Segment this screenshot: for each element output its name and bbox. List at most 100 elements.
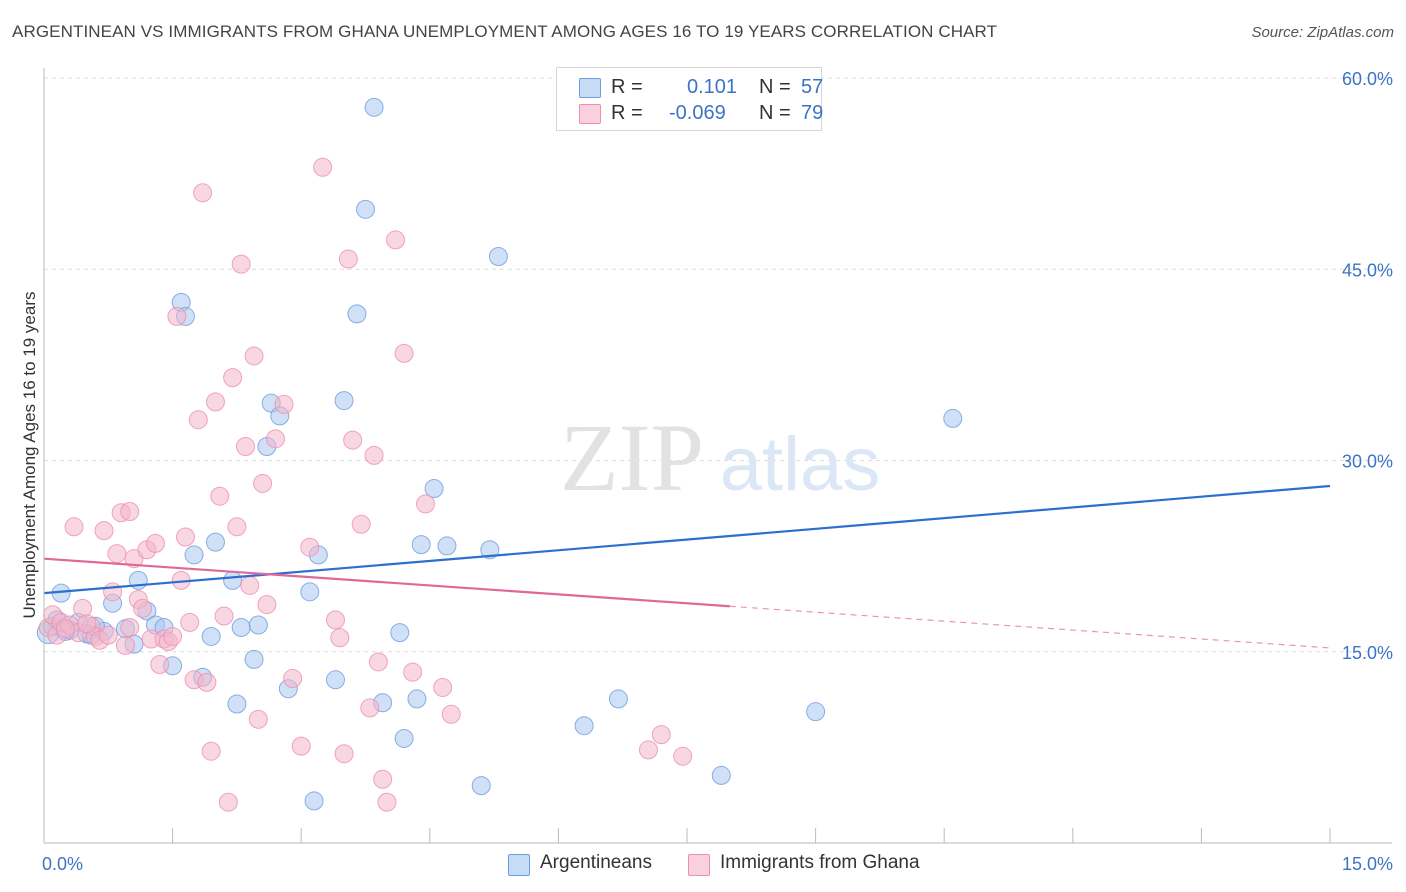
ghana-point <box>231 254 251 274</box>
ghana-point <box>673 746 693 766</box>
ghana-point <box>107 544 127 564</box>
axes-layer <box>43 68 1392 844</box>
ghana-point <box>205 392 225 412</box>
argentinean-point <box>364 97 384 117</box>
ghana-point <box>180 612 200 632</box>
legend-r-value: -0.069 <box>669 102 726 124</box>
ghana-point <box>360 698 380 718</box>
argentinean-point <box>334 391 354 411</box>
ghana-point <box>214 606 234 626</box>
ghana-point <box>433 677 453 697</box>
argentinean-point <box>943 408 963 428</box>
bottom-legend-swatch-argentineans <box>508 854 530 876</box>
ghana-point <box>103 582 123 602</box>
argentinean-point <box>231 618 251 638</box>
argentinean-point <box>201 626 221 646</box>
argentinean-point <box>806 702 826 722</box>
argentinean-point <box>325 670 345 690</box>
ghana-point <box>386 230 406 250</box>
ghana-point <box>94 521 114 541</box>
ghana-point <box>325 610 345 630</box>
y-tick-label: 15.0% <box>1342 643 1393 663</box>
ghana-point <box>240 575 260 595</box>
chart-title: ARGENTINEAN VS IMMIGRANTS FROM GHANA UNE… <box>12 22 998 41</box>
legend-r-label: R = <box>611 102 643 124</box>
ghana-point <box>188 410 208 430</box>
ghana-point <box>638 740 658 760</box>
grid-layer <box>44 77 1392 653</box>
ghana-point <box>223 368 243 388</box>
legend-n-label: N = <box>759 76 791 98</box>
ghana-point <box>300 537 320 557</box>
argentinean-point <box>411 535 431 555</box>
legend-n-label: N = <box>759 102 791 124</box>
bottom-legend-swatch-ghana <box>688 854 710 876</box>
legend-r-label: R = <box>611 76 643 98</box>
argentinean-point <box>390 623 410 643</box>
legend-swatch-argentineans <box>579 78 601 98</box>
legend-n-value: 79 <box>801 102 824 124</box>
y-axis-label: Unemployment Among Ages 16 to 19 years <box>20 291 39 619</box>
ghana-point <box>343 430 363 450</box>
ghana-point <box>227 517 247 537</box>
argentinean-point <box>304 791 324 811</box>
ghana-point <box>55 619 75 639</box>
y-tick-label: 60.0% <box>1342 69 1393 89</box>
ghana-point <box>167 306 187 326</box>
ghana-point <box>244 346 264 366</box>
chart-source: Source: ZipAtlas.com <box>1251 24 1394 41</box>
trend-layer <box>43 484 1331 649</box>
watermark-zip: ZIP <box>560 404 704 511</box>
ghana-point <box>651 725 671 745</box>
ghana-point <box>394 343 414 363</box>
legend-r-value: 0.101 <box>687 76 738 98</box>
argentinean-point <box>394 728 414 748</box>
argentinean-point <box>608 689 628 709</box>
ghana-point <box>133 598 153 618</box>
ghana-point <box>274 394 294 414</box>
argentinean-point <box>488 247 508 266</box>
ghana-point <box>218 792 238 812</box>
argentinean-point <box>248 615 268 635</box>
watermark-atlas: atlas <box>720 422 881 507</box>
ghana-point <box>283 669 303 689</box>
argentinean-point <box>407 689 427 709</box>
ghana-point <box>351 514 371 534</box>
ghana-point <box>175 527 195 547</box>
ghana-trendline <box>43 557 730 608</box>
ghana-point <box>291 736 311 756</box>
ghana-point <box>441 704 461 724</box>
watermark: ZIP atlas <box>560 404 880 511</box>
ghana-point <box>334 744 354 764</box>
argentinean-point <box>437 536 457 556</box>
argentinean-point <box>300 582 320 602</box>
ghana-point <box>368 652 388 672</box>
ghana-point <box>120 502 140 521</box>
ghana-point <box>98 625 118 645</box>
ghana-point <box>265 429 285 449</box>
argentinean-point <box>223 570 243 590</box>
legend-n-value: 57 <box>801 76 824 98</box>
legend-swatch-ghana <box>579 104 601 124</box>
argentinean-point <box>347 304 367 324</box>
ghana-point <box>115 635 135 655</box>
bottom-legend-label: Argentineans <box>540 852 652 873</box>
ghana-point <box>338 249 358 269</box>
bottom-legend-label: Immigrants from Ghana <box>720 852 920 873</box>
ghana-point <box>257 595 277 615</box>
argentinean-point <box>244 649 264 669</box>
ghana-point <box>330 628 350 648</box>
argentinean-point <box>471 776 491 796</box>
ghana-point <box>377 792 397 812</box>
x-tick-label: 15.0% <box>1342 854 1393 874</box>
argentinean-trendline <box>43 484 1331 595</box>
ghana-point <box>197 672 217 692</box>
argentinean-point <box>356 199 375 219</box>
points-layer <box>36 97 963 812</box>
argentinean-point <box>424 479 444 499</box>
ghana-point <box>77 614 97 634</box>
ghana-point <box>248 709 268 729</box>
ghana-point <box>150 655 170 674</box>
argentinean-point <box>711 765 731 785</box>
